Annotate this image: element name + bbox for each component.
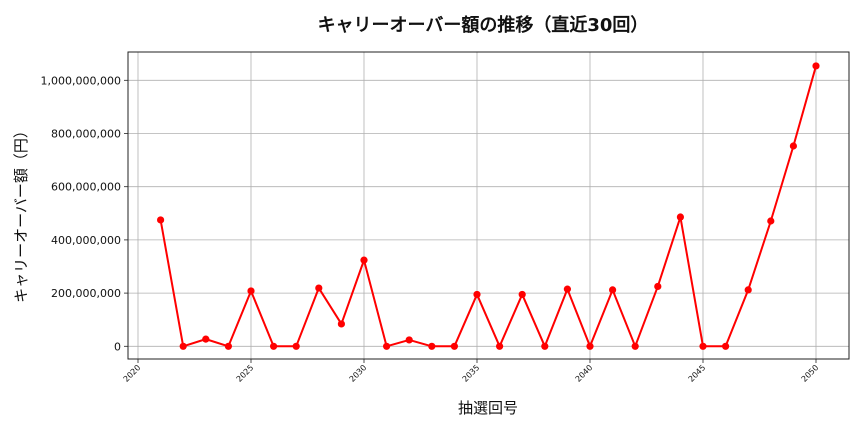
data-point — [179, 342, 187, 350]
data-point — [586, 342, 594, 350]
data-point — [247, 287, 255, 295]
x-tick-label: 2030 — [348, 363, 369, 384]
y-axis-label: キャリーオーバー額（円） — [12, 123, 30, 303]
y-axis-ticks: 0 200,000,000 400,000,000 600,000,000 800,00… — [41, 74, 128, 353]
y-tick-label: 200,000,000 — [51, 287, 121, 300]
data-point — [609, 286, 617, 294]
data-point — [315, 284, 323, 292]
y-tick-label: 600,000,000 — [51, 181, 121, 194]
y-tick-label: 800,000,000 — [51, 128, 121, 141]
data-point — [767, 217, 775, 225]
chart-title: キャリーオーバー額の推移（直近30回） — [318, 14, 649, 36]
grid-lines — [128, 52, 849, 359]
x-tick-label: 2035 — [461, 363, 482, 384]
series-line — [159, 65, 817, 348]
data-point — [654, 282, 662, 291]
data-point — [202, 335, 210, 343]
y-tick-label: 400,000,000 — [51, 234, 121, 247]
data-point — [744, 286, 752, 294]
x-tick-label: 2045 — [687, 363, 708, 384]
data-series — [157, 62, 820, 350]
data-point — [563, 285, 572, 293]
x-tick-label: 2020 — [122, 363, 143, 384]
data-point — [450, 342, 458, 350]
data-point — [428, 342, 436, 350]
data-point — [292, 342, 300, 350]
data-point — [676, 213, 685, 221]
data-point — [473, 290, 481, 299]
x-tick-label: 2025 — [235, 363, 256, 384]
data-point — [631, 342, 639, 350]
data-point — [337, 320, 345, 328]
x-axis-label: 抽選回号 — [458, 399, 518, 417]
data-point — [360, 256, 368, 264]
y-tick-label: 0 — [114, 340, 121, 353]
data-point — [699, 342, 707, 350]
data-point — [157, 216, 165, 224]
x-axis-ticks: 2020 2025 2030 2035 2040 2045 2050 — [122, 359, 821, 384]
data-point — [383, 342, 391, 350]
data-point — [722, 342, 730, 350]
y-tick-label: 1,000,000,000 — [41, 74, 121, 87]
plot-frame — [127, 51, 850, 360]
data-point — [224, 342, 232, 350]
x-tick-label: 2040 — [574, 363, 595, 384]
data-point — [270, 342, 278, 350]
x-tick-label: 2050 — [800, 363, 821, 384]
data-point — [496, 342, 504, 350]
data-point — [812, 62, 820, 70]
data-point — [518, 290, 526, 299]
data-point — [789, 142, 798, 150]
data-point — [405, 336, 413, 344]
data-point — [541, 342, 549, 350]
